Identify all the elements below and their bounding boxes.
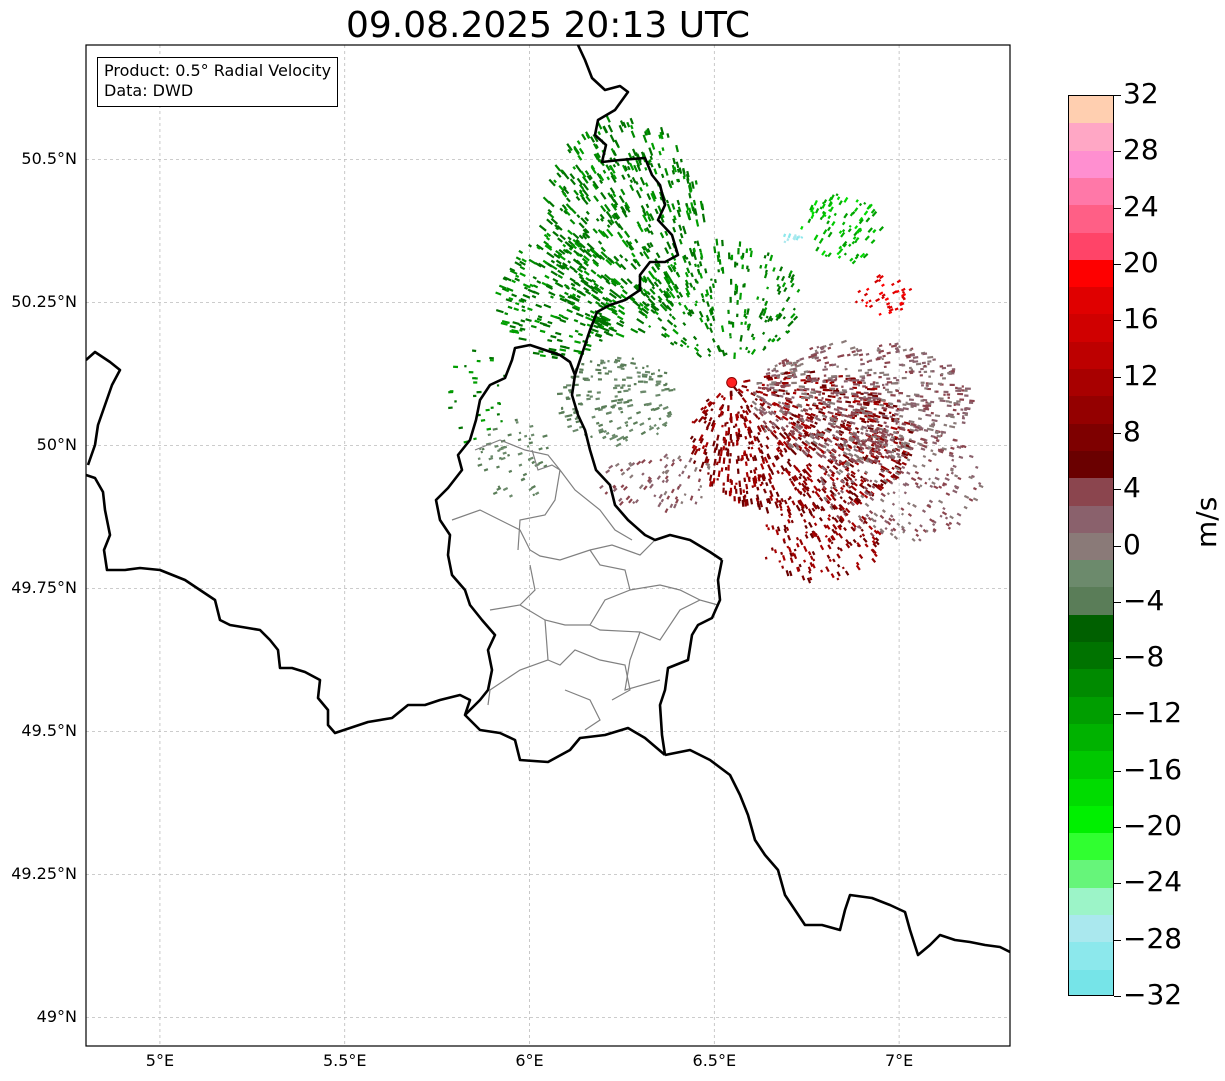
colorbar-tick-label: −24 <box>1123 865 1183 899</box>
map-gridlines <box>86 45 1010 1046</box>
colorbar-unit-label: m/s <box>1190 496 1223 548</box>
data-source-label: Data: DWD <box>104 81 194 100</box>
map-frame <box>85 44 1011 1047</box>
colorbar-tick-label: −12 <box>1123 696 1183 730</box>
colorbar-tick <box>1114 658 1121 660</box>
colorbar-bin <box>1069 778 1113 807</box>
colorbar-tick-label: −8 <box>1123 640 1165 674</box>
colorbar-tick <box>1114 432 1121 434</box>
colorbar-bin <box>1069 587 1113 616</box>
colorbar-tick <box>1114 545 1121 547</box>
colorbar-bin <box>1069 396 1113 425</box>
colorbar-bin <box>1069 450 1113 479</box>
colorbar-bin <box>1069 833 1113 862</box>
colorbar-bin <box>1069 205 1113 234</box>
colorbar-tick-label: 28 <box>1123 133 1159 167</box>
colorbar-bin <box>1069 287 1113 315</box>
colorbar-tick <box>1114 827 1121 829</box>
colorbar-tick <box>1114 996 1121 997</box>
colorbar-bin <box>1069 532 1113 561</box>
colorbar-bin <box>1069 177 1113 206</box>
lon-tick-label: 6°E <box>515 1051 544 1070</box>
colorbar-tick <box>1114 939 1121 941</box>
colorbar-bin <box>1069 751 1113 780</box>
lon-tick-label: 5.5°E <box>322 1051 367 1070</box>
colorbar-tick <box>1114 714 1121 716</box>
colorbar-tick-label: 24 <box>1123 189 1159 223</box>
colorbar-tick-label: 16 <box>1123 302 1159 336</box>
lat-tick-label: 50.25°N <box>11 292 77 312</box>
colorbar-bin <box>1069 560 1113 589</box>
colorbar-tick-label: −20 <box>1123 809 1183 843</box>
colorbar-bin <box>1069 860 1113 889</box>
chart-title: 09.08.2025 20:13 UTC <box>345 5 751 46</box>
colorbar-bin <box>1069 341 1113 370</box>
colorbar-tick-label: −28 <box>1123 921 1183 955</box>
colorbar-tick <box>1114 601 1121 603</box>
country-borders <box>86 45 1010 957</box>
colorbar-bin <box>1069 123 1113 152</box>
colorbar-tick-label: −16 <box>1123 752 1183 786</box>
colorbar-tick-label: −32 <box>1123 978 1183 1011</box>
colorbar-tick-label: −4 <box>1123 583 1165 617</box>
velocity-echoes <box>448 114 984 584</box>
lat-tick-label: 49°N <box>36 1007 77 1027</box>
lat-tick-label: 49.75°N <box>11 578 77 598</box>
colorbar-bin <box>1069 669 1113 698</box>
admin-boundaries <box>451 439 719 731</box>
colorbar-bin <box>1069 505 1113 534</box>
lat-tick-label: 49.25°N <box>11 864 77 884</box>
colorbar-tick-label: 0 <box>1123 527 1141 561</box>
colorbar-bin <box>1069 150 1113 179</box>
colorbar-bin <box>1069 369 1113 397</box>
colorbar-bin <box>1069 969 1113 995</box>
colorbar-bin <box>1069 423 1113 452</box>
colorbar-tick <box>1114 489 1121 491</box>
colorbar-tick-label: 20 <box>1123 245 1159 279</box>
colorbar-bin <box>1069 96 1113 124</box>
lon-tick-label: 7°E <box>884 1051 914 1070</box>
colorbar <box>1068 95 1114 996</box>
colorbar-bin <box>1069 805 1113 834</box>
lat-tick-label: 49.5°N <box>21 721 77 741</box>
lon-tick-label: 5°E <box>145 1051 175 1070</box>
colorbar-bin <box>1069 696 1113 725</box>
colorbar-bin <box>1069 232 1113 261</box>
colorbar-tick <box>1114 151 1121 153</box>
lon-tick-label: 6.5°E <box>692 1051 737 1070</box>
colorbar-bin <box>1069 723 1113 752</box>
colorbar-bin <box>1069 614 1113 643</box>
product-label: Product: 0.5° Radial Velocity <box>104 61 332 80</box>
colorbar-bin <box>1069 915 1113 943</box>
lat-tick-label: 50.5°N <box>21 149 77 169</box>
colorbar-tick <box>1114 207 1121 209</box>
colorbar-tick <box>1114 263 1121 265</box>
colorbar-bin <box>1069 642 1113 670</box>
colorbar-tick-label: 12 <box>1123 358 1159 392</box>
colorbar-bin <box>1069 942 1113 971</box>
colorbar-bin <box>1069 314 1113 343</box>
lat-tick-label: 50°N <box>36 435 77 455</box>
colorbar-bin <box>1069 478 1113 507</box>
colorbar-tick <box>1114 376 1121 378</box>
colorbar-tick <box>1114 320 1121 322</box>
colorbar-tick <box>1114 770 1121 772</box>
colorbar-bin <box>1069 259 1113 288</box>
product-info-box: Product: 0.5° Radial Velocity Data: DWD <box>97 57 339 107</box>
colorbar-tick-label: 4 <box>1123 471 1141 505</box>
colorbar-bin <box>1069 887 1113 916</box>
colorbar-tick <box>1114 883 1121 885</box>
colorbar-tick-label: 32 <box>1123 77 1159 110</box>
colorbar-tick <box>1114 95 1121 96</box>
radar-site-marker <box>726 376 738 388</box>
colorbar-tick-label: 8 <box>1123 414 1141 448</box>
